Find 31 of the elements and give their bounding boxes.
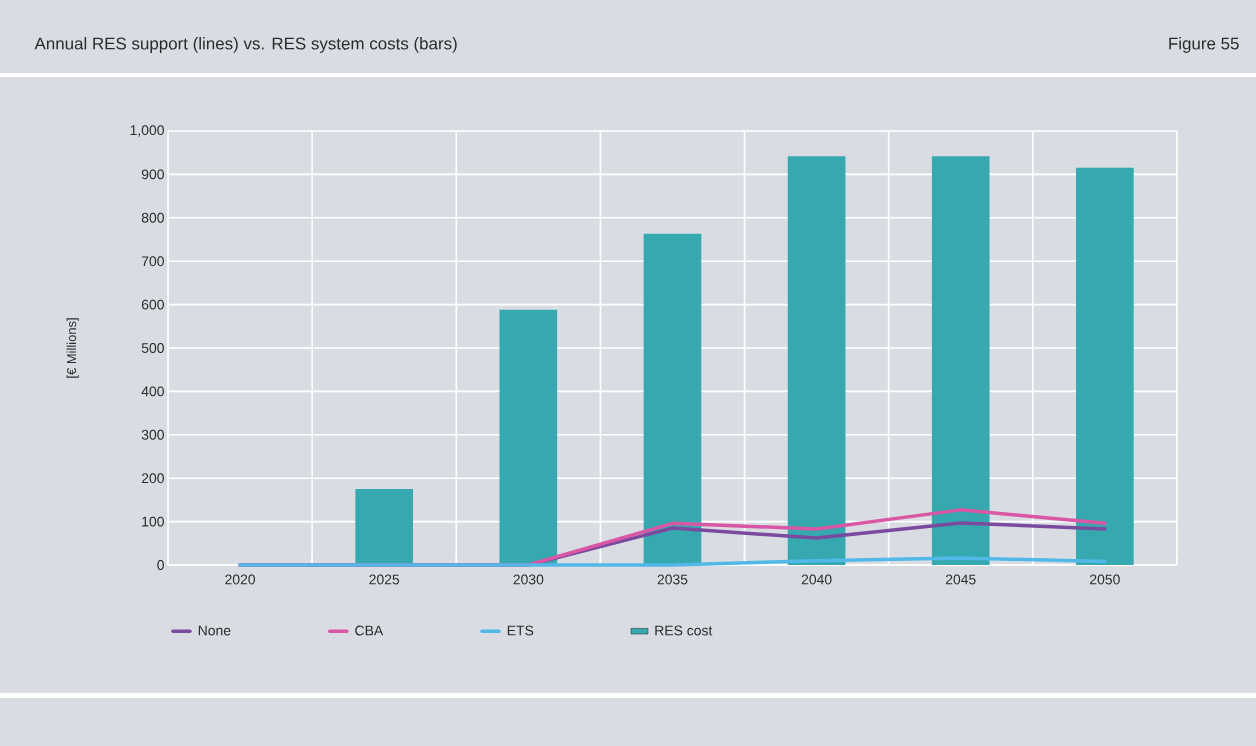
legend-label: RES cost xyxy=(655,625,713,636)
y-tick-label: 200 xyxy=(141,473,164,484)
y-tick-label: 500 xyxy=(141,343,164,353)
y-tick-label: 300 xyxy=(141,429,164,440)
bar xyxy=(499,309,558,565)
bar xyxy=(355,489,414,565)
y-tick-label: 800 xyxy=(141,212,164,223)
legend-label: CBA xyxy=(355,625,384,636)
y-axis-title: [€ Millions] xyxy=(66,318,79,378)
y-tick-label: 0 xyxy=(157,560,164,570)
legend-label: None xyxy=(198,625,231,636)
x-tick-label: 2030 xyxy=(513,574,544,585)
y-tick-label: 400 xyxy=(141,386,164,397)
legend-label: ETS xyxy=(507,625,534,636)
x-tick-label: 2050 xyxy=(1090,574,1120,585)
bar xyxy=(787,156,846,565)
caption: Figure 55 xyxy=(1169,37,1239,53)
x-tick-label: 2035 xyxy=(657,574,688,585)
x-tick-label: 2025 xyxy=(369,574,400,585)
x-tick-label: 2040 xyxy=(801,574,832,585)
x-tick-label: 2020 xyxy=(225,574,256,585)
x-tick-label: 2045 xyxy=(945,574,976,585)
y-tick-label: 1,000 xyxy=(130,125,164,137)
bar xyxy=(643,233,702,565)
y-tick-label: 700 xyxy=(141,256,164,267)
y-tick-label: 600 xyxy=(141,299,164,310)
bar xyxy=(1076,167,1134,565)
y-tick-label: 100 xyxy=(142,516,164,527)
chart-title: Annual RES support (lines) vs. RES system costs (bars) xyxy=(34,37,457,53)
y-tick-label: 900 xyxy=(141,169,164,180)
bar xyxy=(931,156,990,565)
